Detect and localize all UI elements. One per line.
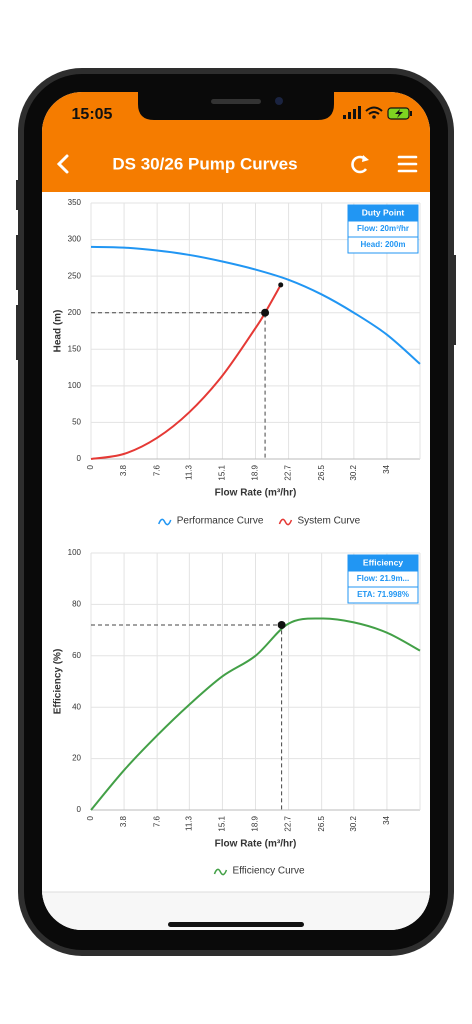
y-tick-label: 40 bbox=[72, 702, 81, 711]
status-icons bbox=[343, 106, 412, 120]
x-axis-label: Flow Rate (m³/hr) bbox=[215, 839, 297, 850]
x-tick-label: 0 bbox=[86, 815, 95, 820]
legend-icon bbox=[158, 518, 172, 526]
x-tick-label: 11.3 bbox=[184, 815, 193, 831]
y-tick-label: 350 bbox=[68, 198, 82, 207]
home-indicator bbox=[168, 922, 304, 927]
x-tick-label: 7.6 bbox=[152, 464, 161, 476]
refresh-button[interactable] bbox=[351, 155, 369, 174]
status-time: 15:05 bbox=[72, 106, 113, 123]
duty-point bbox=[277, 620, 286, 629]
x-tick-label: 18.9 bbox=[251, 464, 260, 480]
annotation-header bbox=[348, 555, 418, 571]
legend-item: Efficiency Curve bbox=[213, 866, 305, 877]
x-axis-label: Flow Rate (m³/hr) bbox=[215, 488, 297, 499]
annotation-line: Flow: 21.9m... bbox=[357, 574, 409, 583]
side-button bbox=[452, 255, 456, 345]
speaker bbox=[211, 99, 261, 104]
x-tick-label: 30.2 bbox=[349, 464, 358, 480]
x-tick-label: 34 bbox=[382, 815, 391, 824]
legend-icon bbox=[278, 518, 293, 526]
header-title: DS 30/26 Pump Curves bbox=[112, 154, 297, 173]
y-axis-label: Efficiency (%) bbox=[53, 649, 64, 715]
legend-label: Efficiency Curve bbox=[232, 866, 305, 877]
annotation-line: ETA: 71.998% bbox=[357, 590, 409, 599]
legend-item: System Curve bbox=[278, 516, 361, 527]
annotation-title: Duty Point bbox=[362, 207, 405, 217]
y-tick-label: 150 bbox=[68, 344, 82, 353]
series-line bbox=[90, 245, 421, 365]
side-button bbox=[16, 180, 20, 210]
x-tick-label: 7.6 bbox=[152, 815, 161, 827]
legend-icon bbox=[213, 868, 228, 876]
x-tick-label: 15.1 bbox=[218, 464, 227, 480]
y-tick-label: 0 bbox=[77, 454, 82, 463]
x-tick-label: 22.7 bbox=[284, 815, 293, 831]
y-tick-label: 250 bbox=[68, 271, 82, 280]
y-tick-label: 80 bbox=[72, 600, 81, 609]
x-tick-label: 0 bbox=[86, 464, 95, 469]
y-tick-label: 100 bbox=[68, 381, 82, 390]
guide-line bbox=[91, 312, 266, 459]
legend-item: Performance Curve bbox=[158, 516, 264, 527]
legend-label: Performance Curve bbox=[177, 516, 264, 527]
legend-label: System Curve bbox=[297, 516, 360, 527]
x-tick-label: 15.1 bbox=[218, 815, 227, 831]
x-tick-label: 34 bbox=[382, 464, 391, 473]
annotation-line: Flow: 20m³/hr bbox=[357, 224, 409, 233]
camera bbox=[275, 97, 283, 105]
intersection-point bbox=[278, 282, 284, 288]
notch bbox=[138, 92, 334, 120]
annotation-header bbox=[348, 205, 418, 221]
y-axis-label: Head (m) bbox=[53, 310, 64, 353]
y-tick-label: 50 bbox=[72, 418, 81, 427]
back-button[interactable] bbox=[56, 154, 69, 174]
duty-point bbox=[261, 308, 270, 317]
x-tick-label: 11.3 bbox=[184, 464, 193, 480]
annotation-line: Head: 200m bbox=[361, 240, 406, 249]
annotation-title: Efficiency bbox=[363, 557, 403, 567]
x-tick-label: 22.7 bbox=[284, 464, 293, 480]
x-tick-label: 26.5 bbox=[317, 815, 326, 831]
y-tick-label: 200 bbox=[68, 308, 82, 317]
y-tick-label: 20 bbox=[72, 754, 81, 763]
menu-button[interactable] bbox=[397, 155, 418, 173]
y-tick-label: 60 bbox=[72, 651, 81, 660]
x-tick-label: 3.8 bbox=[119, 815, 128, 827]
side-button bbox=[16, 235, 20, 290]
side-button bbox=[16, 305, 20, 360]
x-tick-label: 30.2 bbox=[349, 815, 358, 831]
x-tick-label: 3.8 bbox=[119, 464, 128, 476]
x-tick-label: 18.9 bbox=[251, 815, 260, 831]
y-tick-label: 0 bbox=[77, 805, 82, 814]
series-line bbox=[90, 617, 421, 811]
x-tick-label: 26.5 bbox=[317, 464, 326, 480]
y-tick-label: 100 bbox=[68, 548, 82, 557]
y-tick-label: 300 bbox=[68, 235, 82, 244]
